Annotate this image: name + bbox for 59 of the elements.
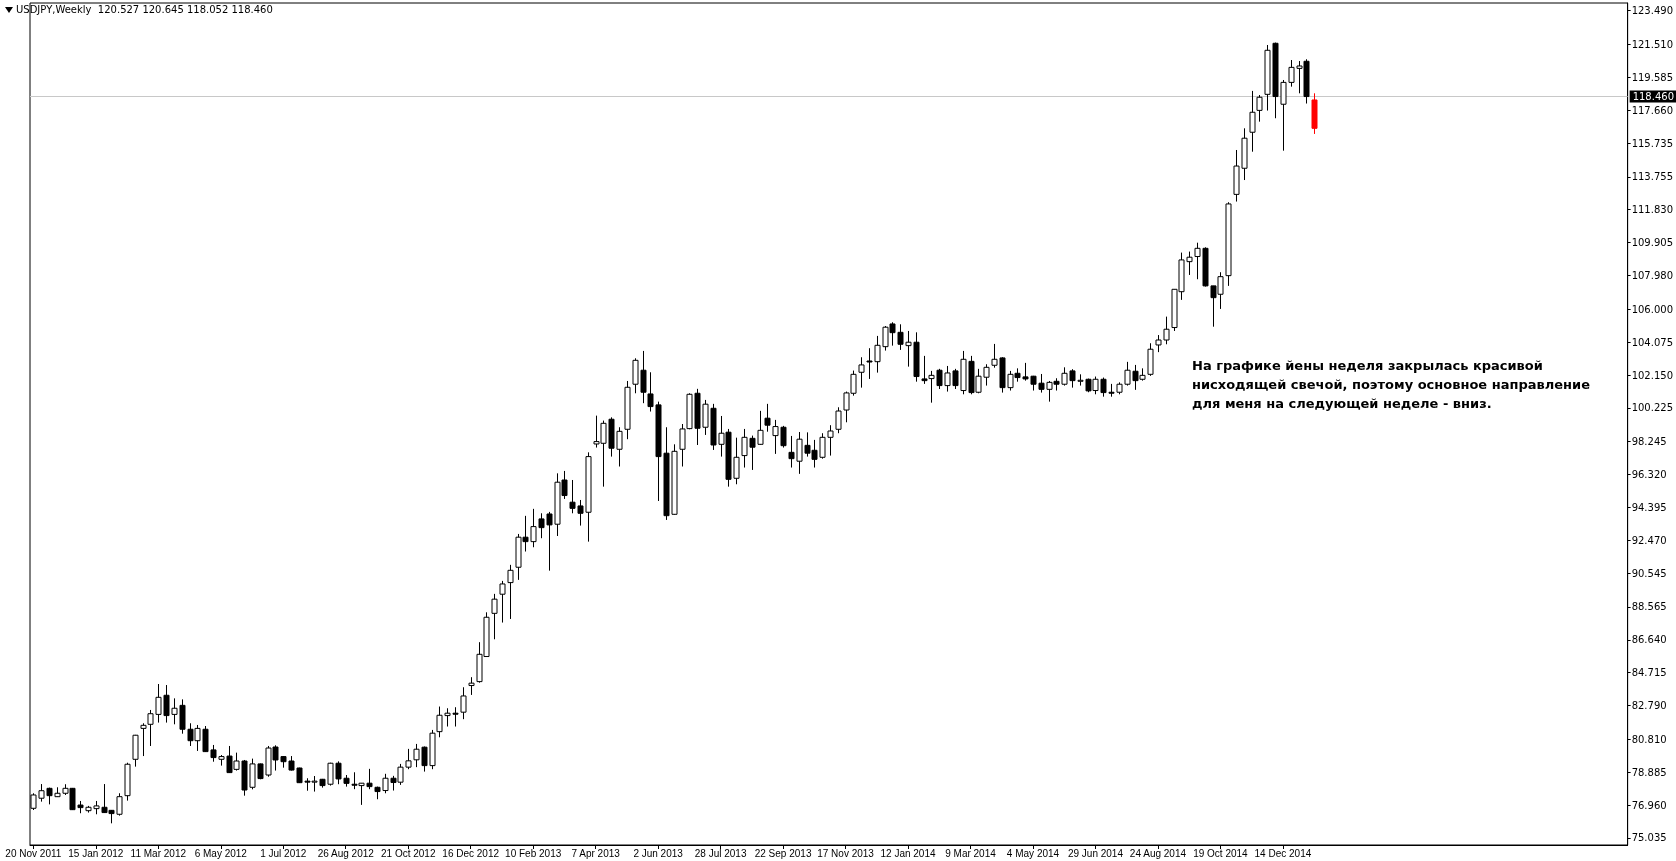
y-tick-label: 107.980 [1631, 269, 1674, 281]
y-tick-label: 98.245 [1631, 436, 1667, 448]
x-tick-label: 14 Dec 2014 [1254, 847, 1312, 859]
x-tick-label: 2 Jun 2013 [633, 847, 684, 859]
y-tick-label: 121.510 [1631, 38, 1674, 50]
y-tick-label: 90.545 [1631, 567, 1667, 579]
candlestick [1249, 90, 1256, 153]
candlestick [858, 356, 865, 389]
x-tick-label: 1 Jul 2012 [260, 847, 307, 859]
y-tick-label: 123.490 [1631, 5, 1674, 17]
x-tick-label: 28 Jul 2013 [694, 847, 747, 859]
y-tick-label: 115.735 [1631, 137, 1674, 149]
x-tick-label: 15 Jan 2012 [68, 847, 124, 859]
x-tick-label: 21 Oct 2012 [380, 847, 436, 859]
x-tick-label: 29 Jun 2014 [1067, 847, 1124, 859]
y-tick-label: 86.640 [1631, 634, 1667, 646]
candlestick [460, 686, 467, 720]
y-tick-label: 76.960 [1631, 799, 1667, 811]
candlestick [499, 580, 506, 624]
x-tick-label: 12 Jan 2014 [880, 847, 936, 859]
y-tick-label: 119.585 [1631, 71, 1674, 83]
annotation: На графике йены неделя закрылась красивой нисходящей свечой, поэтому основное направление для меня на следующей неделе - вниз. [1192, 358, 1591, 411]
x-tick-label: 17 Nov 2013 [817, 847, 875, 859]
x-tick-label: 11 Mar 2012 [130, 847, 187, 859]
y-tick-label: 113.755 [1631, 171, 1674, 183]
y-tick-label: 75.035 [1631, 832, 1667, 844]
y-tick-label: 94.395 [1631, 501, 1667, 513]
y-tick-label: 96.320 [1631, 469, 1667, 481]
y-tick-label: 82.790 [1631, 700, 1667, 712]
x-tick-label: 24 Aug 2014 [1129, 847, 1187, 859]
y-tick-label: 109.905 [1631, 237, 1674, 249]
candlestick [507, 564, 514, 620]
x-tick-label: 6 May 2012 [194, 847, 248, 859]
y-tick-label: 80.810 [1631, 733, 1667, 745]
candlestick [491, 593, 498, 640]
x-tick-label: 7 Apr 2013 [571, 847, 621, 859]
y-tick-label: 102.150 [1631, 369, 1674, 381]
candlestick [1256, 94, 1263, 123]
x-tick-label: 22 Sep 2013 [754, 847, 812, 859]
x-tick-label: 19 Oct 2014 [1193, 847, 1249, 859]
y-tick-label: 117.660 [1631, 104, 1674, 116]
y-tick-label: 78.885 [1631, 766, 1667, 778]
candlestick [764, 403, 771, 433]
x-tick-label: 20 Nov 2011 [5, 847, 62, 859]
x-tick-label: 16 Dec 2012 [442, 847, 500, 859]
y-tick-label: 84.715 [1631, 667, 1667, 679]
ref-line-label: 118.460 [1632, 91, 1675, 103]
y-tick-label: 111.830 [1631, 204, 1674, 216]
x-tick-label: 10 Feb 2013 [505, 847, 562, 859]
y-tick-label: 104.075 [1631, 336, 1674, 348]
y-tick-label: 92.470 [1631, 534, 1667, 546]
candlestick [140, 722, 147, 757]
x-tick-label: 26 Aug 2012 [317, 847, 375, 859]
x-tick-label: 4 May 2014 [1006, 847, 1060, 859]
x-tick-label: 9 Mar 2014 [945, 847, 997, 859]
y-tick-label: 88.565 [1631, 601, 1667, 613]
y-tick-label: 100.225 [1631, 402, 1674, 414]
chart-title: USDJPY,Weekly 120.527 120.645 118.052 118.460 [16, 3, 273, 15]
y-tick-label: 106.000 [1631, 303, 1674, 315]
